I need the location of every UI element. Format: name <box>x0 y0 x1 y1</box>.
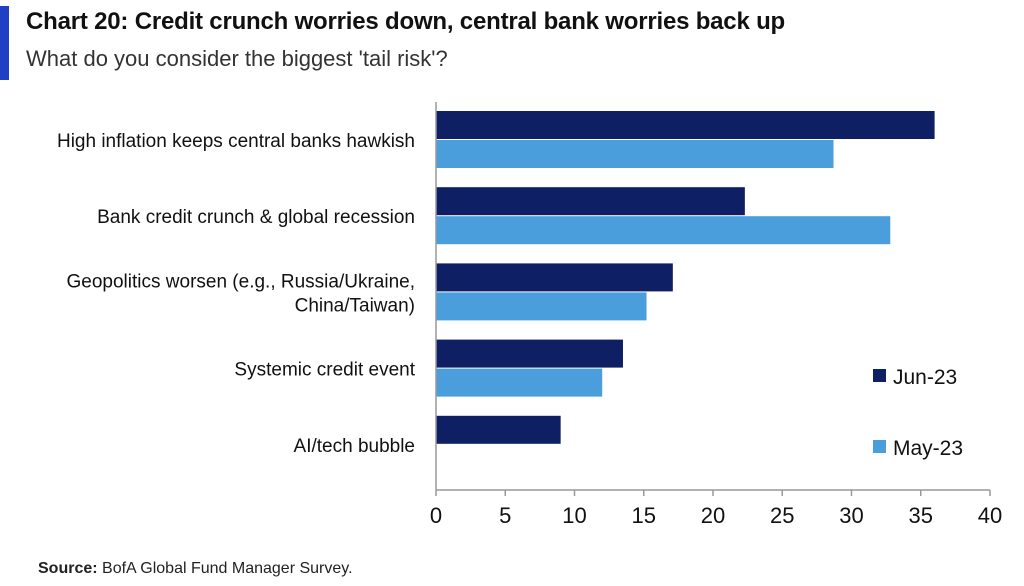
bar-may-23-0 <box>436 140 834 168</box>
bar-jun-23-1 <box>436 187 745 216</box>
legend-swatch-may-23 <box>873 440 886 453</box>
category-label-4: AI/tech bubble <box>294 436 415 457</box>
x-tick-label-40: 40 <box>978 503 1002 528</box>
source-label: Source: <box>38 560 98 577</box>
legend-swatch-jun-23 <box>873 369 886 382</box>
source-note: Source: BofA Global Fund Manager Survey. <box>38 560 353 578</box>
x-tick-label-25: 25 <box>770 503 794 528</box>
title-accent-bar <box>0 6 9 80</box>
x-tick-label-35: 35 <box>909 503 933 528</box>
category-label-3: Systemic credit event <box>234 360 415 381</box>
x-tick-label-20: 20 <box>701 503 725 528</box>
x-tick-label-5: 5 <box>499 503 511 528</box>
category-label-2-line-0: Geopolitics worsen (e.g., Russia/Ukraine… <box>67 271 415 292</box>
bar-jun-23-4 <box>436 415 561 444</box>
bar-jun-23-0 <box>436 111 935 139</box>
source-text: BofA Global Fund Manager Survey. <box>97 560 353 577</box>
chart-subtitle: What do you consider the biggest 'tail r… <box>26 46 448 71</box>
x-tick-label-30: 30 <box>839 503 863 528</box>
bar-jun-23-2 <box>436 263 673 292</box>
x-tick-label-10: 10 <box>562 503 586 528</box>
category-label-1: Bank credit crunch & global recession <box>97 207 415 228</box>
bar-may-23-1 <box>436 216 891 245</box>
category-label-2-line-1: China/Taiwan) <box>295 295 415 316</box>
x-tick-label-0: 0 <box>430 503 442 528</box>
x-tick-label-15: 15 <box>632 503 656 528</box>
category-label-0: High inflation keeps central banks hawki… <box>57 131 415 152</box>
legend-label-jun-23: Jun-23 <box>893 366 957 389</box>
chart-title: Chart 20: Credit crunch worries down, ce… <box>26 8 785 35</box>
bar-may-23-2 <box>436 292 647 321</box>
bar-may-23-3 <box>436 368 603 397</box>
bar-jun-23-3 <box>436 339 623 368</box>
legend-label-may-23: May-23 <box>893 437 963 460</box>
